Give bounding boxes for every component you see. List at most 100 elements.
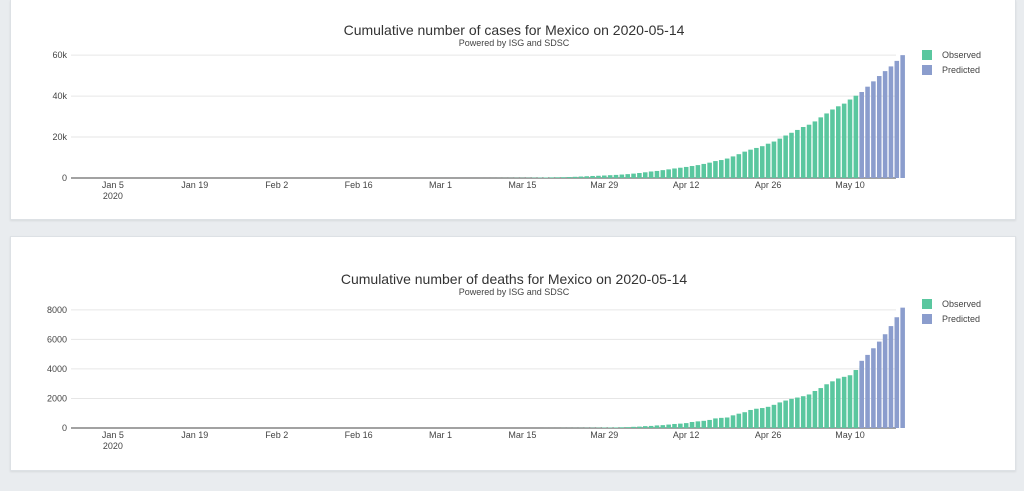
chart-title: Cumulative number of cases for Mexico on…: [344, 22, 685, 38]
bar-observed: [730, 156, 736, 178]
x-tick-label: May 10: [835, 180, 865, 190]
bar-observed: [841, 376, 847, 428]
bar-observed: [613, 174, 619, 178]
bar-observed: [672, 168, 677, 178]
bar-observed: [637, 426, 642, 428]
legend-predicted-swatch[interactable]: [922, 65, 932, 75]
bar-observed: [713, 161, 718, 178]
bar-observed: [742, 412, 747, 428]
bar-observed: [607, 175, 613, 178]
legend-observed-label[interactable]: Observed: [942, 299, 981, 309]
cases-chart-card: Cumulative number of cases for Mexico on…: [10, 0, 1016, 220]
bar-observed: [683, 166, 689, 178]
bar-observed: [695, 421, 701, 428]
x-tick-label: Mar 29: [590, 430, 618, 440]
bar-observed: [742, 151, 747, 178]
bar-predicted: [894, 317, 900, 428]
x-tick-label: Jan 5: [102, 180, 124, 190]
bar-observed: [713, 418, 718, 428]
bar-predicted: [871, 348, 876, 428]
bar-predicted: [859, 360, 864, 428]
deaths-chart-card: Cumulative number of deaths for Mexico o…: [10, 236, 1016, 471]
x-tick-label: Apr 12: [673, 180, 700, 190]
x-tick-label: Jan 19: [181, 180, 208, 190]
bar-observed: [625, 427, 630, 428]
bar-observed: [795, 397, 800, 428]
deaths-chart: Cumulative number of deaths for Mexico o…: [47, 271, 981, 451]
bar-observed: [707, 162, 712, 178]
x-tick-label: Apr 12: [673, 430, 700, 440]
bar-observed: [759, 146, 765, 178]
bar-observed: [736, 413, 742, 428]
bar-predicted: [865, 354, 870, 428]
legend-predicted-swatch[interactable]: [922, 314, 932, 324]
bar-predicted: [876, 76, 882, 178]
bar-observed: [771, 141, 777, 178]
bar-observed: [724, 158, 730, 178]
y-tick-label: 20k: [52, 132, 67, 142]
bars: [537, 307, 905, 428]
x-tick-label: Mar 1: [429, 180, 452, 190]
y-tick-label: 0: [62, 173, 67, 183]
legend-observed-swatch[interactable]: [922, 50, 932, 60]
bar-observed: [543, 177, 549, 178]
bar-observed: [730, 415, 736, 428]
bar-observed: [765, 143, 771, 178]
y-tick-label: 4000: [47, 364, 67, 374]
cases-chart: Cumulative number of cases for Mexico on…: [52, 22, 981, 201]
x-tick-label: Apr 26: [755, 180, 782, 190]
bar-observed: [631, 426, 636, 428]
bars: [432, 55, 905, 178]
bar-observed: [736, 154, 742, 178]
bar-observed: [701, 420, 707, 428]
bar-observed: [719, 417, 724, 428]
bar-observed: [584, 176, 590, 178]
x-tick-year-label: 2020: [103, 191, 123, 201]
legend-observed-label[interactable]: Observed: [942, 50, 981, 60]
bar-observed: [654, 425, 660, 428]
bar-observed: [806, 124, 812, 178]
bar-predicted: [882, 334, 888, 428]
bar-predicted: [882, 71, 888, 178]
bar-observed: [648, 425, 654, 428]
chart-title: Cumulative number of deaths for Mexico o…: [341, 271, 688, 287]
legend[interactable]: Observed Predicted: [922, 50, 981, 75]
bar-observed: [572, 176, 578, 178]
y-tick-label: 40k: [52, 91, 67, 101]
bar-observed: [853, 370, 859, 428]
x-tick-label: Mar 29: [590, 180, 618, 190]
x-tick-label: Mar 15: [508, 180, 536, 190]
bar-observed: [637, 173, 642, 178]
legend-observed-swatch[interactable]: [922, 299, 932, 309]
bar-observed: [625, 174, 630, 178]
bar-observed: [812, 121, 818, 178]
bar-predicted: [871, 81, 876, 178]
bar-observed: [590, 175, 595, 178]
bar-observed: [613, 427, 619, 428]
bar-observed: [707, 419, 712, 428]
bar-observed: [631, 173, 636, 178]
bar-observed: [748, 149, 753, 178]
bar-observed: [853, 95, 859, 178]
legend-predicted-label[interactable]: Predicted: [942, 65, 980, 75]
bar-observed: [748, 409, 753, 428]
bar-observed: [719, 160, 724, 178]
bar-observed: [759, 408, 765, 428]
bar-observed: [795, 129, 800, 178]
legend[interactable]: Observed Predicted: [922, 299, 981, 324]
bar-observed: [754, 408, 759, 428]
bar-observed: [596, 175, 601, 178]
bar-observed: [806, 394, 812, 428]
bar-predicted: [900, 307, 905, 428]
bar-observed: [695, 165, 701, 178]
legend-predicted-label[interactable]: Predicted: [942, 314, 980, 324]
bar-observed: [578, 176, 584, 178]
x-tick-label: Feb 16: [345, 180, 373, 190]
bar-observed: [566, 177, 572, 178]
bar-observed: [561, 177, 566, 178]
bar-observed: [689, 422, 695, 428]
x-tick-label: Feb 16: [345, 430, 373, 440]
bar-observed: [771, 404, 777, 428]
bar-observed: [678, 167, 683, 178]
x-tick-label: Apr 26: [755, 430, 782, 440]
